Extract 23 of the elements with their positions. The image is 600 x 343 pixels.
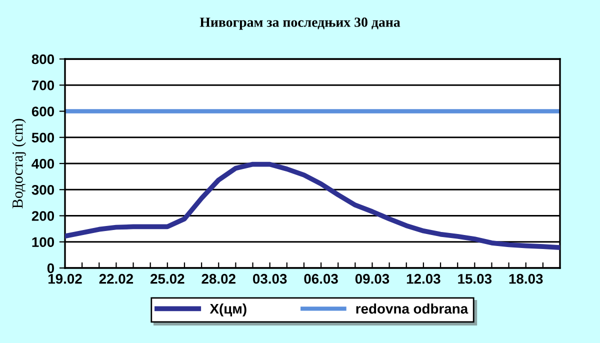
y-tick-label: 600	[32, 106, 54, 116]
x-tick-label: 19.02	[48, 274, 82, 284]
y-tick-label: 500	[32, 132, 54, 143]
y-tick-label: 800	[32, 54, 54, 64]
legend-label: X(цм)	[210, 303, 246, 316]
x-tick-label: 25.02	[150, 274, 184, 284]
x-tick-label: 28.02	[202, 274, 236, 284]
x-tick-label: 09.03	[355, 274, 390, 284]
y-axis-title: Водостај (cm)	[12, 118, 26, 208]
y-tick-label: 400	[32, 158, 54, 169]
y-tick-label: 200	[32, 211, 54, 221]
x-tick-label: 12.03	[406, 274, 440, 284]
x-tick-label: 03.03	[253, 274, 287, 284]
y-tick-label: 0	[47, 263, 54, 274]
x-tick-label: 18.03	[509, 274, 543, 284]
y-tick-label: 300	[32, 184, 54, 195]
x-tick-label: 15.03	[458, 274, 492, 284]
x-tick-label: 06.03	[304, 274, 338, 284]
x-tick-label: 22.02	[99, 274, 134, 284]
legend-label: redovna odbrana	[356, 303, 468, 314]
chart-title: Нивограм за последњих 30 дана	[200, 18, 400, 30]
y-tick-label: 700	[32, 80, 54, 90]
y-tick-label: 100	[32, 237, 54, 248]
